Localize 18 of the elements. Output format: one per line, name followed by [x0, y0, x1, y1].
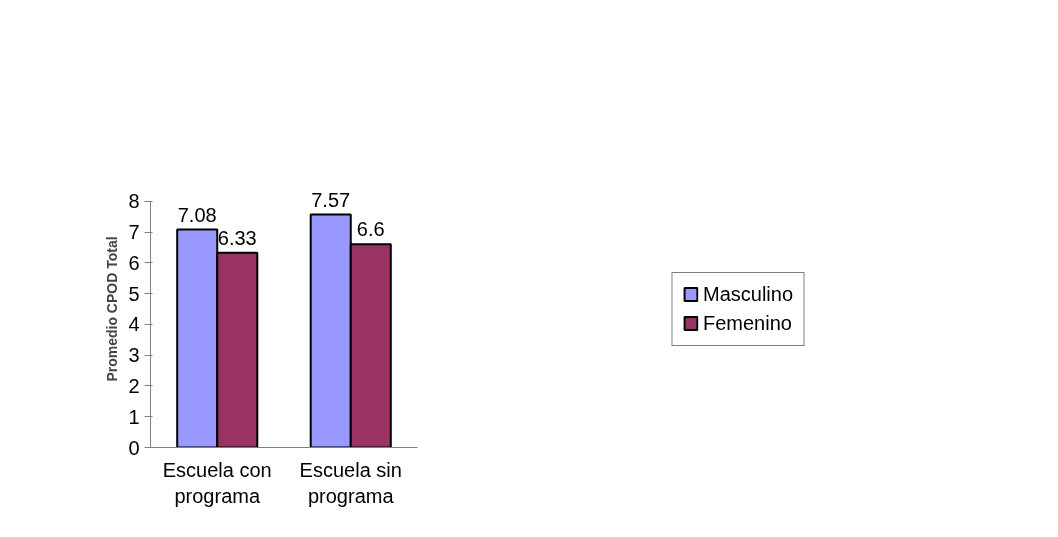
- y-tick-label: 7: [128, 221, 140, 244]
- x-tick-label: Escuela con programa: [162, 458, 272, 507]
- data-label: 6.6: [356, 218, 385, 241]
- legend-label: Masculino: [702, 282, 794, 306]
- x-tick-label: Escuela sin programa: [299, 458, 402, 507]
- y-tick-label: 1: [128, 405, 140, 428]
- y-tick-label: 4: [128, 313, 140, 336]
- data-label: 7.57: [311, 188, 351, 211]
- y-axis-title: Promedio CPOD Total: [104, 236, 121, 382]
- data-label: 7.08: [177, 203, 217, 226]
- legend-label: Femenino: [702, 311, 792, 335]
- y-tick-label: 8: [128, 190, 140, 213]
- y-tick-label: 0: [128, 436, 140, 459]
- y-tick-label: 2: [128, 374, 140, 397]
- y-tick-label: 6: [128, 251, 140, 274]
- y-tick-label: 5: [128, 282, 140, 305]
- data-label: 6.33: [217, 226, 257, 249]
- y-tick-label: 3: [128, 344, 140, 367]
